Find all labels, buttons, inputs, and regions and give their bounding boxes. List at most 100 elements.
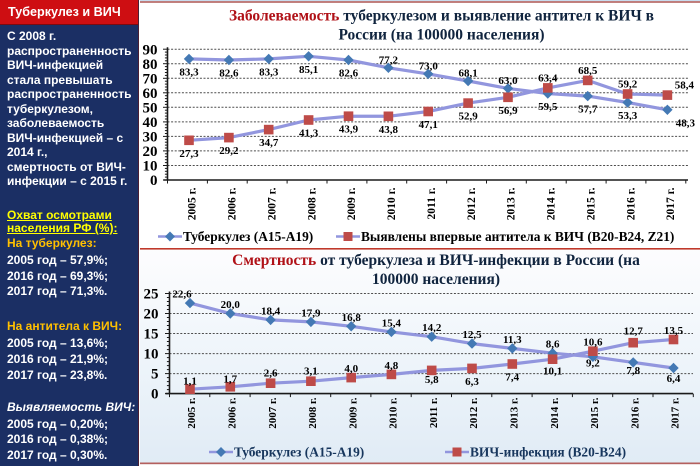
- svg-text:83,3: 83,3: [259, 66, 279, 78]
- svg-text:17,9: 17,9: [301, 307, 321, 319]
- svg-text:20: 20: [143, 144, 158, 160]
- svg-text:7,4: 7,4: [505, 372, 519, 384]
- svg-text:53,3: 53,3: [618, 110, 638, 122]
- svg-text:0: 0: [150, 173, 158, 189]
- svg-text:2005 г.: 2005 г.: [187, 187, 199, 220]
- svg-text:России (на 100000 населения): России (на 100000 населения): [338, 27, 544, 44]
- svg-text:3,1: 3,1: [304, 366, 318, 378]
- svg-text:5: 5: [151, 367, 159, 383]
- svg-text:1,7: 1,7: [223, 373, 237, 385]
- svg-text:4,0: 4,0: [344, 363, 358, 375]
- svg-text:ВИЧ-инфекция (В20-В24): ВИЧ-инфекция (В20-В24): [470, 445, 626, 460]
- svg-text:63,4: 63,4: [538, 72, 558, 84]
- svg-text:80: 80: [143, 57, 158, 73]
- svg-text:43,9: 43,9: [339, 124, 359, 136]
- svg-text:6,4: 6,4: [667, 373, 681, 385]
- svg-text:2017 г.: 2017 г.: [665, 187, 677, 220]
- svg-text:41,3: 41,3: [299, 128, 319, 140]
- svg-text:2009 г.: 2009 г.: [346, 187, 358, 220]
- svg-text:43,8: 43,8: [379, 124, 399, 136]
- svg-text:2016 г.: 2016 г.: [625, 187, 637, 220]
- svg-text:2013 г.: 2013 г.: [506, 187, 518, 220]
- svg-text:6,3: 6,3: [465, 376, 479, 388]
- svg-text:2,6: 2,6: [264, 368, 278, 380]
- svg-text:25: 25: [144, 287, 159, 303]
- svg-text:30: 30: [143, 130, 158, 146]
- svg-text:57,7: 57,7: [578, 104, 598, 116]
- svg-text:5,8: 5,8: [425, 374, 439, 386]
- svg-text:2011 г.: 2011 г.: [426, 187, 438, 219]
- svg-text:10: 10: [143, 159, 158, 175]
- svg-text:Заболеваемость туберкулезом и: Заболеваемость туберкулезом и выявление …: [229, 8, 654, 25]
- svg-text:60: 60: [143, 86, 158, 102]
- svg-text:2007 г.: 2007 г.: [266, 187, 278, 220]
- svg-text:2010 г.: 2010 г.: [388, 397, 400, 429]
- svg-text:2015 г.: 2015 г.: [585, 187, 597, 220]
- svg-text:58,4: 58,4: [675, 80, 695, 92]
- svg-text:85,1: 85,1: [299, 64, 318, 76]
- svg-text:Смертность от туберкулеза и ВИ: Смертность от туберкулеза и ВИЧ-инфекции…: [232, 252, 640, 269]
- svg-text:77,2: 77,2: [379, 54, 399, 66]
- svg-text:2008 г.: 2008 г.: [306, 187, 318, 220]
- svg-text:20,0: 20,0: [221, 299, 241, 311]
- svg-text:13,5: 13,5: [664, 325, 684, 337]
- svg-text:14,2: 14,2: [422, 322, 442, 334]
- svg-text:2014 г.: 2014 г.: [546, 187, 558, 220]
- svg-text:15: 15: [144, 327, 159, 343]
- svg-text:82,6: 82,6: [219, 68, 239, 80]
- svg-text:10,1: 10,1: [543, 366, 562, 378]
- svg-text:Туберкулез (А15-А19): Туберкулез (А15-А19): [234, 445, 364, 460]
- svg-text:10: 10: [144, 347, 159, 363]
- svg-text:40: 40: [143, 115, 158, 131]
- svg-text:0: 0: [151, 387, 159, 403]
- svg-text:12,7: 12,7: [624, 325, 644, 337]
- svg-text:63,0: 63,0: [498, 75, 518, 87]
- svg-text:11,3: 11,3: [503, 334, 522, 346]
- svg-text:2005 г.: 2005 г.: [186, 397, 198, 429]
- svg-text:22,6: 22,6: [172, 289, 192, 301]
- svg-text:59,5: 59,5: [538, 101, 558, 113]
- svg-text:Туберкулез (А15-А19): Туберкулез (А15-А19): [183, 229, 313, 244]
- svg-text:2015 г.: 2015 г.: [589, 397, 601, 429]
- svg-text:48,3: 48,3: [676, 117, 696, 129]
- svg-text:20: 20: [144, 307, 159, 323]
- svg-text:15,4: 15,4: [382, 317, 402, 329]
- svg-text:68,5: 68,5: [578, 65, 598, 77]
- svg-text:27,3: 27,3: [179, 148, 199, 160]
- svg-text:2007 г.: 2007 г.: [267, 397, 279, 429]
- svg-text:1,1: 1,1: [183, 376, 197, 388]
- svg-text:2017 г.: 2017 г.: [670, 397, 682, 429]
- svg-text:2011 г.: 2011 г.: [428, 397, 440, 428]
- svg-text:8,6: 8,6: [546, 339, 560, 351]
- svg-text:2016 г.: 2016 г.: [629, 397, 641, 429]
- svg-text:29,2: 29,2: [219, 145, 239, 157]
- svg-text:56,9: 56,9: [498, 105, 518, 117]
- svg-text:50: 50: [143, 100, 158, 116]
- svg-text:59,2: 59,2: [618, 79, 638, 91]
- svg-text:2010 г.: 2010 г.: [386, 187, 398, 220]
- svg-text:10,6: 10,6: [583, 337, 603, 349]
- svg-text:100000 населения): 100000 населения): [372, 271, 500, 288]
- svg-text:2013 г.: 2013 г.: [509, 397, 521, 429]
- svg-text:68,1: 68,1: [458, 68, 477, 80]
- svg-text:2006 г.: 2006 г.: [227, 397, 239, 429]
- svg-text:52,9: 52,9: [458, 111, 478, 123]
- svg-text:83,3: 83,3: [179, 66, 199, 78]
- svg-text:73,0: 73,0: [419, 60, 439, 72]
- svg-text:2014 г.: 2014 г.: [549, 397, 561, 429]
- svg-text:2012 г.: 2012 г.: [466, 187, 478, 220]
- svg-text:47,1: 47,1: [419, 119, 438, 131]
- svg-text:82,6: 82,6: [339, 68, 359, 80]
- svg-text:2012 г.: 2012 г.: [468, 397, 480, 429]
- svg-text:70: 70: [143, 71, 158, 87]
- svg-text:Выявлены впервые антитела к ВИ: Выявлены впервые антитела к ВИЧ (В20-В24…: [361, 229, 674, 244]
- svg-text:2009 г.: 2009 г.: [347, 397, 359, 429]
- svg-text:12,5: 12,5: [462, 329, 482, 341]
- svg-text:4,8: 4,8: [385, 360, 399, 372]
- svg-text:18,4: 18,4: [261, 305, 281, 317]
- svg-text:9,2: 9,2: [586, 357, 600, 369]
- svg-text:2008 г.: 2008 г.: [307, 397, 319, 429]
- svg-text:90: 90: [143, 42, 158, 58]
- svg-text:7,8: 7,8: [626, 365, 640, 377]
- svg-text:16,8: 16,8: [342, 312, 362, 324]
